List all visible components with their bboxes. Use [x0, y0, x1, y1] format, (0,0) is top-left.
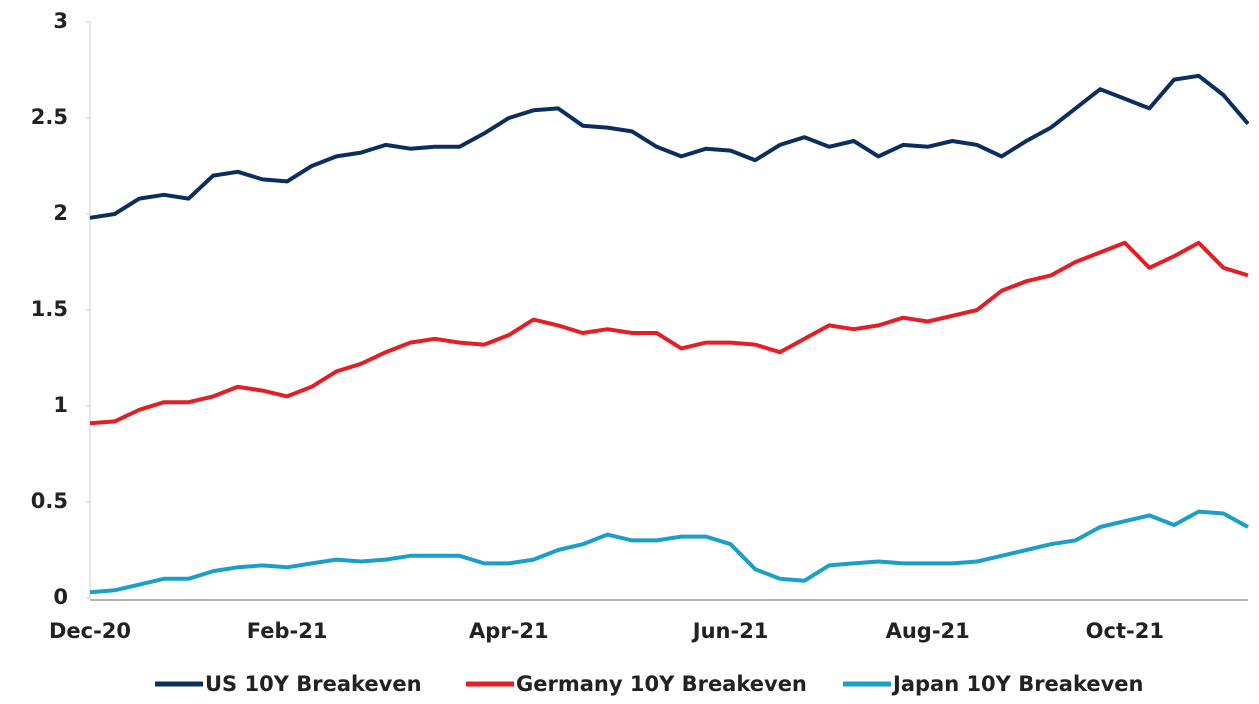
line-series [89, 240, 1249, 426]
x-tick-label: Dec-20 [49, 619, 131, 643]
legend-label: Germany 10Y Breakeven [516, 672, 807, 696]
x-tick-label: Aug-21 [886, 619, 970, 643]
line-series [89, 509, 1249, 595]
y-tick-label: 1 [53, 393, 68, 417]
legend-label: Japan 10Y Breakeven [891, 672, 1144, 696]
y-tick-label: 1.5 [31, 297, 68, 321]
y-tick-label: 2 [53, 201, 68, 225]
y-tick-label: 3 [53, 9, 68, 33]
x-tick-label: Feb-21 [247, 619, 328, 643]
line-series [89, 73, 1250, 220]
x-tick-label: Jun-21 [691, 619, 769, 643]
y-tick-label: 0.5 [31, 489, 68, 513]
legend-label: US 10Y Breakeven [205, 672, 422, 696]
y-tick-label: 2.5 [31, 105, 68, 129]
y-tick-label: 0 [53, 585, 68, 609]
x-tick-label: Apr-21 [469, 619, 549, 643]
x-tick-label: Oct-21 [1086, 619, 1164, 643]
